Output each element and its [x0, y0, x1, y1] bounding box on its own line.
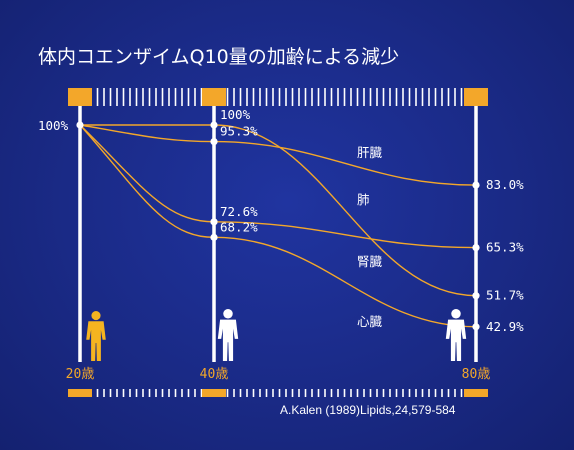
ruler-marker-1 [202, 88, 226, 106]
age-rulers [68, 88, 488, 397]
age-label: 40歳 [200, 367, 229, 382]
ruler-marker-0 [68, 88, 92, 106]
ruler-marker-2 [464, 389, 488, 397]
series-lines [79, 124, 477, 328]
value-label: 83.0% [486, 177, 524, 192]
age-axes [78, 106, 478, 362]
organ-label: 腎臓 [357, 254, 383, 269]
organ-label: 心臓 [357, 314, 383, 329]
age-labels: 20歳 40歳 80歳 [66, 367, 491, 382]
ruler-marker-2 [464, 88, 488, 106]
elderly-person-icon [445, 309, 467, 361]
start-label: 100% [38, 118, 69, 133]
value-labels: 95.3% 83.0% 100% 51.7% 72.6% 65.3% 68.2% 42.9% 1… [38, 107, 524, 334]
value-label: 42.9% [486, 319, 524, 334]
series-line-1 [79, 124, 477, 297]
young-person-icon [86, 311, 106, 361]
source-citation: A.Kalen (1989)Lipids,24,579-584 [280, 403, 456, 417]
organ-label: 肝臓 [357, 145, 383, 160]
series-line-2 [79, 124, 477, 249]
data-points [76, 121, 480, 331]
data-point [210, 233, 218, 241]
data-point [472, 323, 480, 331]
age-label: 20歳 [66, 367, 95, 382]
value-label: 68.2% [220, 219, 258, 234]
value-label: 95.3% [220, 124, 258, 139]
age-label: 80歳 [462, 367, 491, 382]
value-label: 65.3% [486, 240, 524, 255]
data-point [210, 121, 218, 129]
value-label: 100% [220, 107, 251, 122]
data-point [472, 292, 480, 300]
series-line-3 [79, 124, 477, 328]
data-point [210, 218, 218, 226]
series-line-0 [79, 124, 477, 186]
value-label: 51.7% [486, 288, 524, 303]
ruler-marker-0 [68, 389, 92, 397]
organ-label: 肺 [357, 192, 370, 207]
data-point [76, 121, 84, 129]
age-figures [86, 309, 467, 361]
data-point [210, 138, 218, 146]
value-label: 72.6% [220, 204, 258, 219]
adult-person-icon [217, 309, 239, 361]
chart-title: 体内コエンザイムQ10量の加齢による減少 [38, 46, 399, 68]
data-point [472, 244, 480, 252]
data-point [472, 181, 480, 189]
ruler-marker-1 [202, 389, 226, 397]
